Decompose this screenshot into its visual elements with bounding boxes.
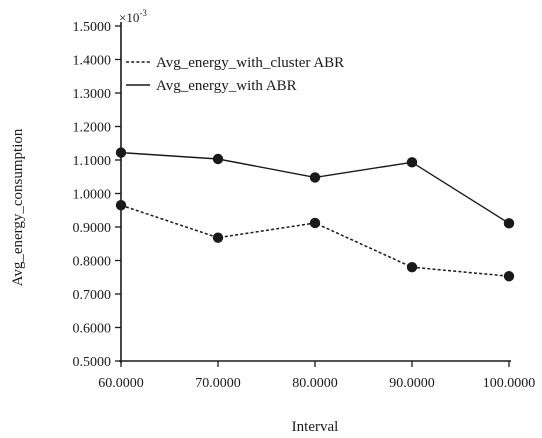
x-tick-label: 80.0000: [292, 376, 338, 391]
legend: Avg_energy_with_cluster ABR Avg_energy_wi…: [126, 55, 344, 94]
series-2-point: [503, 218, 515, 229]
x-axis: 60.0000 70.0000 80.0000 90.0000 100.0000: [98, 360, 536, 391]
series-2-point: [309, 172, 321, 183]
y-tick-label: 1.2000: [73, 121, 112, 136]
series-2-point: [115, 147, 127, 158]
y-tick-label: 0.9000: [73, 221, 112, 236]
y-axis-title: Avg_energy_consumption: [10, 128, 26, 286]
series-1-point: [309, 217, 321, 229]
series-line-1: [120, 204, 510, 277]
x-tick-label: 60.0000: [98, 376, 144, 391]
legend-label-1: Avg_energy_with_cluster ABR: [156, 55, 344, 71]
y-tick-label: 1.1000: [73, 154, 112, 169]
series-2-point: [212, 153, 224, 165]
y-axis-multiplier: ×10-3: [119, 8, 147, 25]
series-1-point: [212, 232, 224, 243]
y-axis: 0.5000 0.6000 0.7000 0.8000 0.9000 1.0000 1.10…: [73, 20, 122, 370]
series-1-point: [406, 262, 418, 273]
plot-area: [115, 147, 515, 282]
y-tick-label: 1.3000: [73, 87, 112, 102]
x-tick-label: 90.0000: [389, 376, 435, 391]
series-1-point: [115, 200, 127, 211]
x-tick-label: 100.0000: [483, 376, 536, 391]
legend-label-2: Avg_energy_with ABR: [156, 78, 297, 94]
y-axis-multiplier-base: ×10: [119, 10, 139, 25]
y-tick-label: 1.0000: [73, 188, 112, 203]
series-1-point: [503, 271, 515, 282]
series-2-point: [406, 157, 418, 168]
x-tick-label: 70.0000: [195, 376, 241, 391]
series-line-2: [120, 151, 510, 224]
y-tick-label: 0.5000: [73, 355, 112, 370]
y-tick-label: 0.6000: [73, 322, 112, 337]
y-tick-label: 0.8000: [73, 255, 112, 270]
y-tick-label: 1.5000: [73, 20, 112, 35]
x-axis-title: Interval: [292, 419, 339, 435]
y-tick-label: 0.7000: [73, 288, 112, 303]
y-axis-multiplier-exponent: -3: [139, 8, 147, 18]
y-tick-label: 1.4000: [73, 54, 112, 69]
